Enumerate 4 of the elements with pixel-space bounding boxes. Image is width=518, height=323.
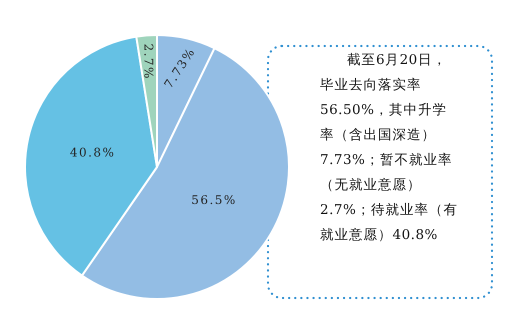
data-label: 40.8%	[70, 145, 116, 160]
data-label: 56.5%	[191, 193, 237, 208]
text: 截至6月20日，毕业去向落实率56.50%，其中升学率（含出国深造）7.73%；暂不就业率（无就业意愿）2.7%；待就业率（有就业意愿）40.8%	[320, 51, 459, 245]
data-label: 2.7%	[142, 43, 156, 80]
